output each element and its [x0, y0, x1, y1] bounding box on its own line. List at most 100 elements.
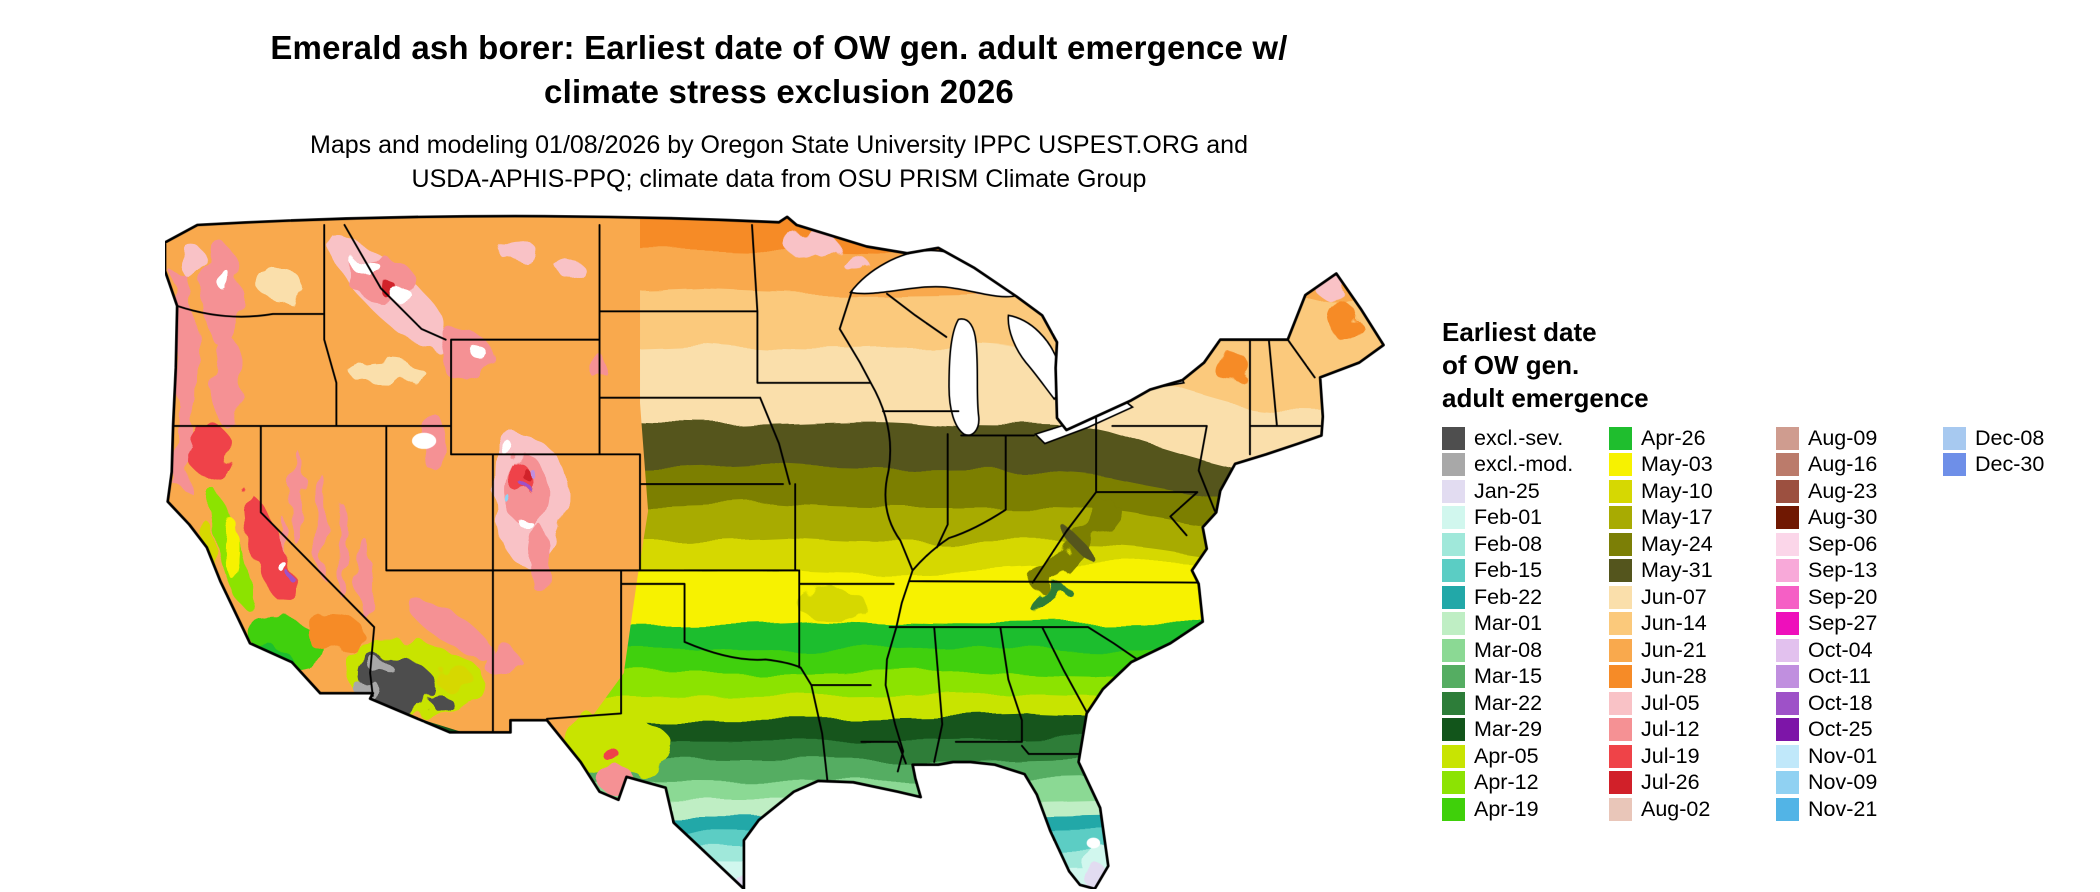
- peak-speck: [278, 563, 290, 572]
- legend-columns: excl.-sev. excl.-mod. Jan-25 Feb-01 Feb-08 Fe…: [1442, 425, 2092, 823]
- legend-swatch: [1609, 771, 1632, 795]
- legend-swatch: [1609, 718, 1632, 742]
- legend-entry: Aug-30: [1776, 505, 1943, 532]
- legend-title-line-1: Earliest date: [1442, 317, 1597, 347]
- legend-entry: Jul-05: [1609, 690, 1776, 717]
- terrain-patch-snake-river: [349, 362, 426, 385]
- legend-entry: Oct-04: [1776, 637, 1943, 664]
- legend-swatch: [1776, 638, 1799, 662]
- peak-speck: [353, 260, 381, 277]
- legend-swatch: [1943, 453, 1966, 477]
- terrain-patch: [436, 667, 475, 692]
- legend-entry: Jun-28: [1609, 664, 1776, 691]
- legend-swatch: [1609, 585, 1632, 609]
- legend-entry-label: Nov-21: [1808, 796, 1878, 821]
- legend-entry: Dec-30: [1943, 452, 2100, 479]
- legend-entry-label: Sep-13: [1808, 558, 1878, 583]
- legend-swatch: [1609, 797, 1632, 821]
- terrain-patch-sierra: [244, 490, 295, 604]
- legend-entry-label: Feb-01: [1474, 505, 1543, 530]
- legend-entry-label: Apr-12: [1474, 770, 1539, 795]
- legend: Earliest date of OW gen. adult emergence…: [1442, 316, 2092, 823]
- legend-swatch: [1943, 426, 1966, 450]
- page-subtitle-line-2: USDA-APHIS-PPQ; climate data from OSU PR…: [411, 165, 1147, 193]
- legend-entry: excl.-sev.: [1442, 425, 1609, 452]
- legend-swatch: [1442, 532, 1465, 556]
- legend-swatch: [1776, 718, 1799, 742]
- legend-title-line-3: adult emergence: [1442, 383, 1649, 413]
- legend-entry-label: Jan-25: [1474, 478, 1540, 503]
- legend-swatch: [1609, 612, 1632, 636]
- legend-entry-label: Sep-06: [1808, 531, 1878, 556]
- terrain-patch: [783, 231, 838, 256]
- alpine-dot: [520, 480, 528, 488]
- legend-swatch: [1442, 453, 1465, 477]
- legend-entry: Sep-13: [1776, 558, 1943, 585]
- legend-entry: Nov-01: [1776, 743, 1943, 770]
- legend-entry-label: Feb-15: [1474, 558, 1543, 583]
- us-outline: [163, 214, 1385, 891]
- alpine-dot: [505, 496, 513, 504]
- terrain-patch-cascades-wa: [202, 243, 241, 347]
- legend-entry-label: Aug-23: [1808, 478, 1878, 503]
- legend-entry: excl.-mod.: [1442, 452, 1609, 479]
- terrain-patch: [291, 450, 303, 545]
- legend-column: Aug-09 Aug-16 Aug-23 Aug-30 Sep-06 Sep-13 Sep-…: [1776, 425, 1943, 823]
- map-figure: [163, 214, 1393, 891]
- legend-swatch: [1442, 479, 1465, 503]
- terrain-patch: [839, 254, 867, 269]
- peak-speck: [469, 346, 487, 358]
- legend-entry-label: Aug-09: [1808, 425, 1878, 450]
- legend-swatch: [1442, 797, 1465, 821]
- terrain-patch-klamath: [187, 423, 232, 478]
- legend-entry-label: May-24: [1641, 531, 1713, 556]
- legend-entry-label: Aug-30: [1808, 505, 1878, 530]
- legend-entry: Aug-23: [1776, 478, 1943, 505]
- terrain-patch: [224, 519, 241, 579]
- legend-entry: May-31: [1609, 558, 1776, 585]
- terrain-patch: [359, 538, 371, 619]
- terrain-patch: [556, 260, 584, 277]
- terrain-patch-west-texas: [563, 718, 673, 777]
- legend-entry: Oct-11: [1776, 664, 1943, 691]
- legend-entry: Apr-19: [1442, 796, 1609, 823]
- terrain-patch: [528, 524, 550, 592]
- terrain-patch: [1059, 525, 1095, 561]
- legend-entry-label: Apr-19: [1474, 796, 1539, 821]
- legend-swatch: [1776, 426, 1799, 450]
- legend-swatch: [1609, 506, 1632, 530]
- peak-speck: [218, 270, 233, 293]
- terrain-patch-cascades-or: [213, 336, 244, 429]
- legend-entry-label: Mar-15: [1474, 664, 1543, 689]
- legend-swatch: [1609, 426, 1632, 450]
- legend-entry: Feb-15: [1442, 558, 1609, 585]
- legend-entry-label: excl.-mod.: [1474, 452, 1574, 477]
- legend-entry: Jan-25: [1442, 478, 1609, 505]
- terrain-patch: [430, 695, 453, 710]
- legend-entry-label: Aug-02: [1641, 796, 1711, 821]
- terrain-patch-mogollon: [407, 598, 489, 655]
- great-salt-lake: [411, 432, 437, 449]
- legend-entry: Mar-08: [1442, 637, 1609, 664]
- legend-entry: Apr-12: [1442, 770, 1609, 797]
- legend-entry-label: Aug-16: [1808, 452, 1878, 477]
- terrain-patch: [314, 473, 326, 576]
- map-land: [165, 216, 1384, 889]
- terrain-patch: [518, 465, 527, 476]
- legend-entry: Apr-26: [1609, 425, 1776, 452]
- legend-entry: May-24: [1609, 531, 1776, 558]
- legend-title-line-2: of OW gen.: [1442, 350, 1580, 380]
- terrain-patch: [509, 461, 529, 494]
- legend-swatch: [1442, 744, 1465, 768]
- legend-entry-label: Mar-01: [1474, 611, 1543, 636]
- legend-swatch: [1776, 744, 1799, 768]
- terrain-patch-mojave: [303, 613, 364, 652]
- legend-swatch: [1442, 665, 1465, 689]
- band-feb-15: [165, 830, 1384, 889]
- band-jan-25: [165, 879, 1384, 889]
- legend-entry-label: Jul-12: [1641, 717, 1700, 742]
- legend-entry-label: Jul-19: [1641, 743, 1700, 768]
- legend-entry: Feb-01: [1442, 505, 1609, 532]
- legend-entry-label: Jul-26: [1641, 770, 1700, 795]
